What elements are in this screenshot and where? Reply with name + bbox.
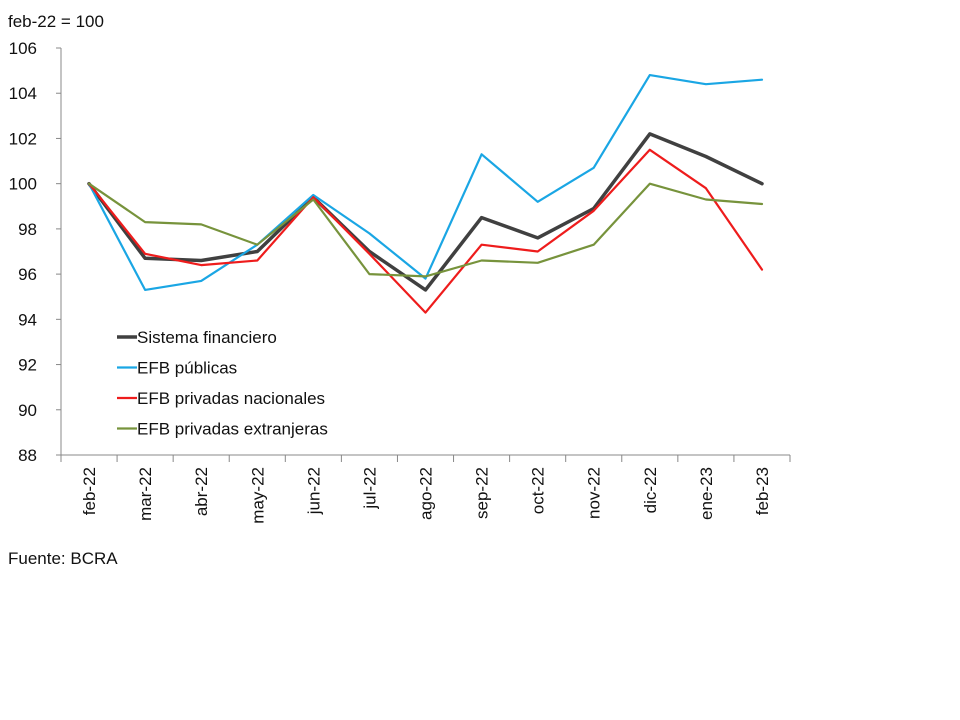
source-note: Fuente: BCRA xyxy=(8,549,118,568)
y-tick-label: 104 xyxy=(9,84,37,103)
x-tick-label: nov-22 xyxy=(585,467,604,519)
x-tick-label: ene-23 xyxy=(697,467,716,520)
y-tick-label: 106 xyxy=(9,39,37,58)
legend-label: Sistema financiero xyxy=(137,328,277,347)
legend-label: EFB privadas extranjeras xyxy=(137,420,328,439)
x-tick-label: feb-23 xyxy=(753,467,772,515)
x-tick-label: feb-22 xyxy=(80,467,99,515)
y-tick-label: 98 xyxy=(18,220,37,239)
x-tick-label: jun-22 xyxy=(304,467,323,515)
x-tick-label: ago-22 xyxy=(417,467,436,520)
y-axis-unit-label: feb-22 = 100 xyxy=(8,12,104,31)
x-tick-label: sep-22 xyxy=(473,467,492,519)
legend-label: EFB públicas xyxy=(137,359,237,378)
y-tick-label: 100 xyxy=(9,175,37,194)
x-tick-label: mar-22 xyxy=(136,467,155,521)
y-tick-label: 88 xyxy=(18,446,37,465)
x-tick-label: abr-22 xyxy=(192,467,211,516)
legend-label: EFB privadas nacionales xyxy=(137,389,325,408)
y-tick-label: 94 xyxy=(18,310,37,329)
series-line-3 xyxy=(87,182,764,278)
y-tick-label: 90 xyxy=(18,401,37,420)
series-line-1 xyxy=(87,73,764,291)
series-line-2 xyxy=(87,148,764,314)
x-tick-label: oct-22 xyxy=(529,467,548,514)
y-tick-label: 96 xyxy=(18,265,37,284)
x-tick-label: jul-22 xyxy=(360,467,379,510)
x-tick-label: may-22 xyxy=(248,467,267,524)
x-tick-label: dic-22 xyxy=(641,467,660,513)
y-tick-label: 92 xyxy=(18,356,37,375)
series-line-0 xyxy=(87,132,764,292)
y-tick-label: 102 xyxy=(9,129,37,148)
